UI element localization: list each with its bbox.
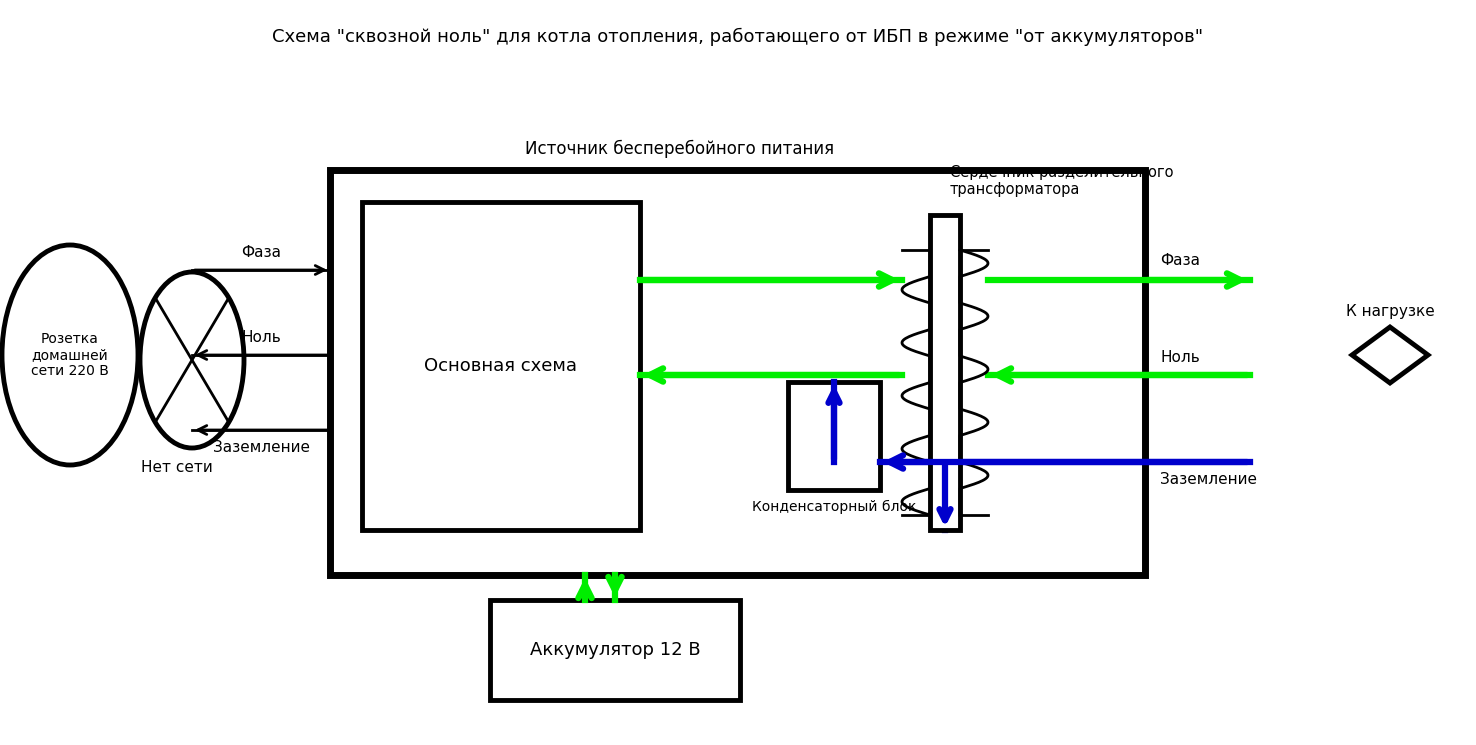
Bar — [331, 170, 1145, 575]
Bar — [362, 202, 641, 530]
Text: К нагрузке: К нагрузке — [1346, 304, 1435, 319]
Text: Фаза: Фаза — [1160, 253, 1200, 268]
Text: Основная схема: Основная схема — [425, 357, 577, 375]
Text: Источник бесперебойного питания: Источник бесперебойного питания — [525, 140, 834, 158]
Text: Заземление: Заземление — [213, 440, 310, 455]
Text: Фаза: Фаза — [241, 245, 280, 260]
Bar — [490, 600, 739, 700]
Ellipse shape — [140, 272, 244, 448]
Text: Сердечник разделительного
трансформатора: Сердечник разделительного трансформатора — [951, 165, 1173, 197]
Text: Аккумулятор 12 В: Аккумулятор 12 В — [530, 641, 700, 659]
Text: Схема "сквозной ноль" для котла отопления, работающего от ИБП в режиме "от аккум: Схема "сквозной ноль" для котла отоплени… — [273, 28, 1203, 46]
Ellipse shape — [1, 245, 137, 465]
Text: Нет сети: Нет сети — [142, 460, 213, 475]
Text: Конденсаторный блок: Конденсаторный блок — [751, 500, 917, 514]
Text: Ноль: Ноль — [241, 330, 280, 345]
Text: Заземление: Заземление — [1160, 472, 1258, 487]
Text: Розетка
домашней
сети 220 В: Розетка домашней сети 220 В — [31, 332, 109, 378]
Text: Ноль: Ноль — [1160, 350, 1200, 365]
Bar — [930, 215, 959, 530]
Polygon shape — [1352, 327, 1427, 383]
Bar — [788, 382, 880, 490]
